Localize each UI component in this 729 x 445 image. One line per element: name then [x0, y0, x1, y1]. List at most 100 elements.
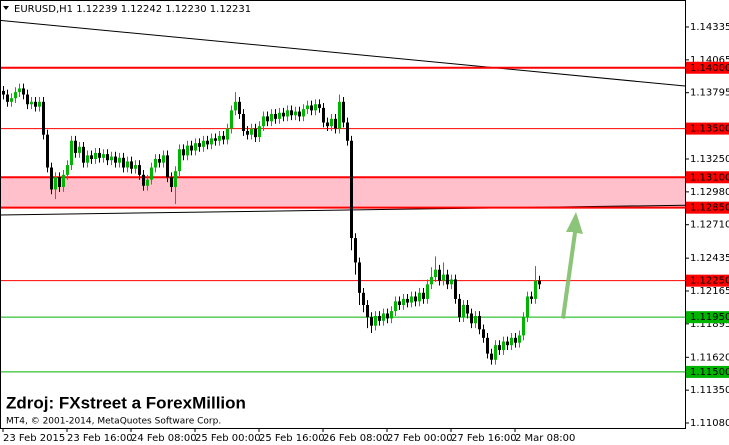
candle-body — [342, 101, 345, 123]
x-tick-label: 25 Feb 00:00 — [195, 433, 261, 444]
candle-body — [386, 313, 389, 319]
candle-body — [30, 101, 33, 105]
chart-title: EURUSD,H1 1.12239 1.12242 1.12230 1.1223… — [14, 4, 251, 15]
x-tick-label: 23 Feb 2015 — [3, 433, 65, 444]
level-label: 1.13100 — [690, 172, 729, 183]
y-tick-label: 1.11620 — [690, 352, 729, 363]
candle-body — [134, 165, 137, 169]
candle-body — [314, 104, 317, 111]
candle-body — [110, 156, 113, 161]
candle-body — [42, 101, 45, 135]
candle-body — [66, 165, 69, 175]
candle-body — [234, 101, 237, 111]
candle-body — [86, 155, 89, 163]
candle-body — [130, 161, 133, 169]
candle-body — [46, 134, 49, 168]
candle-body — [174, 171, 177, 187]
candle-body — [338, 101, 341, 129]
candle-body — [178, 149, 181, 172]
candle-body — [258, 126, 261, 138]
candle-body — [62, 174, 65, 187]
candle-body — [294, 111, 297, 116]
candle-body — [226, 128, 229, 140]
candle-body — [298, 111, 301, 117]
y-tick-label: 1.11350 — [690, 385, 729, 396]
candle-body — [198, 143, 201, 147]
candle-body — [418, 292, 421, 302]
candle-body — [166, 155, 169, 178]
candle-body — [70, 140, 73, 166]
candle-body — [438, 269, 441, 281]
candle-body — [370, 317, 373, 326]
candle-body — [434, 269, 437, 278]
candle-body — [270, 113, 273, 122]
candle-body — [242, 113, 245, 132]
y-tick-label: 1.12165 — [690, 286, 729, 297]
candle-body — [478, 315, 481, 330]
candle-body — [442, 274, 445, 281]
candle-body — [318, 104, 321, 108]
candle-body — [482, 329, 485, 338]
candle-body — [150, 167, 153, 180]
candle-body — [282, 112, 285, 117]
candle-body — [430, 277, 433, 285]
level-label-box — [686, 171, 729, 184]
candle-body — [378, 315, 381, 321]
candle-body — [246, 131, 249, 135]
candle-body — [222, 135, 225, 140]
candle-body — [346, 122, 349, 141]
symbol-menu-icon — [3, 6, 9, 10]
candle-body — [302, 109, 305, 117]
y-tick-label: 1.12710 — [690, 220, 729, 231]
arrow — [561, 212, 583, 319]
y-tick-label: 1.13795 — [690, 88, 729, 99]
x-tick-label: 27 Feb 16:00 — [451, 433, 517, 444]
candle-body — [498, 345, 501, 351]
level-label: 1.14000 — [690, 63, 729, 74]
candle-body — [2, 90, 5, 95]
candle-body — [114, 156, 117, 163]
candle-body — [366, 305, 369, 318]
candle-body — [522, 317, 525, 336]
candle-body — [494, 345, 497, 360]
candle-body — [414, 296, 417, 302]
candle-body — [182, 149, 185, 156]
zone — [0, 177, 685, 208]
candle-body — [426, 284, 429, 299]
candle-body — [6, 94, 9, 102]
candle-body — [14, 92, 17, 99]
candle-body — [518, 335, 521, 343]
candle-body — [126, 161, 129, 168]
y-tick-label: 1.12435 — [690, 253, 729, 264]
candle-body — [458, 298, 461, 318]
candle-body — [490, 353, 493, 360]
candle-body — [402, 298, 405, 306]
candle-body — [466, 305, 469, 314]
candle-body — [206, 140, 209, 145]
candle-body — [50, 167, 53, 190]
annotation: Zdroj: FXstreet a ForexMillion — [6, 393, 246, 412]
candle-body — [454, 279, 457, 299]
candle-body — [210, 138, 213, 145]
candle-body — [190, 145, 193, 151]
candle-body — [218, 135, 221, 141]
level-label-box — [686, 61, 729, 74]
trendline — [0, 19, 686, 87]
candle-body — [534, 280, 537, 299]
candle-body — [138, 165, 141, 175]
candle-body — [230, 110, 233, 129]
x-tick-label: 23 Feb 16:00 — [67, 433, 133, 444]
candle-body — [326, 122, 329, 127]
candle-body — [250, 128, 253, 135]
candle-body — [102, 154, 105, 158]
candle-body — [158, 159, 161, 163]
candle-body — [278, 112, 281, 119]
candle-body — [194, 143, 197, 151]
candle-body — [462, 305, 465, 318]
candle-body — [118, 157, 121, 163]
candle-body — [538, 280, 541, 285]
level-label: 1.11950 — [690, 312, 729, 323]
candle-body — [398, 301, 401, 306]
level-label: 1.11500 — [690, 367, 729, 378]
